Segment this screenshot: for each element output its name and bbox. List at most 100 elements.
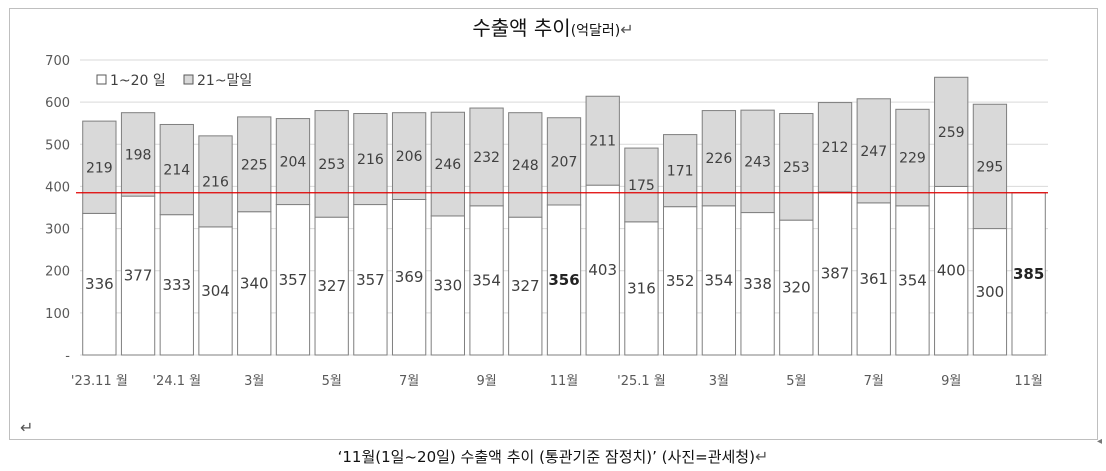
bar-segment-21-end [701,110,737,207]
bar-segment-21-end [740,109,775,214]
bar-segment-21-end [120,112,156,197]
bar-segment-21-end [314,110,349,218]
data-label: 207 [551,154,578,170]
data-label: 377 [124,267,153,285]
x-tick-label: '25.1 월 [617,374,666,389]
data-label: 259 [938,125,965,141]
bar-segment-1-20 [120,195,156,356]
bar-segment-21-end [198,135,233,228]
paragraph-mark-icon: ↵ [620,20,634,39]
bar-segment-1-20 [740,212,775,356]
data-label: 316 [627,279,656,297]
data-label: 219 [86,160,113,176]
data-label: 340 [240,274,269,292]
bar-segment-1-20 [1011,192,1046,356]
data-label: 246 [434,157,461,173]
data-label: 214 [163,163,190,179]
y-tick-label: 400 [45,180,70,195]
bar-segment-1-20 [701,205,737,356]
data-label: 253 [783,160,810,176]
data-label: 320 [782,279,811,297]
bar-segment-1-20 [82,212,117,356]
bar-segment-1-20 [353,204,388,356]
data-label: 356 [548,271,579,289]
data-label: 354 [898,271,927,289]
bar-segment-1-20 [508,216,543,356]
bar-segment-21-end [391,112,427,200]
data-label: 327 [511,277,540,295]
data-label: 300 [976,283,1005,301]
data-label: 354 [472,271,501,289]
x-tick-label: 7월 [864,374,884,389]
data-label: 403 [588,261,617,279]
bar-segment-1-20 [779,219,814,356]
y-tick-label: 700 [45,54,70,69]
bar-segment-21-end [972,103,1008,230]
bar-segment-21-end [934,76,969,187]
bar-segment-21-end [663,134,698,208]
bar-segment-21-end [856,98,891,204]
data-label: 352 [666,272,695,290]
x-tick-label: 9월 [476,374,496,389]
x-tick-label: '24.1 월 [152,374,201,389]
data-label: 216 [357,152,384,168]
bar-segment-21-end [469,107,504,207]
data-label: 206 [396,149,423,165]
x-tick-label: 11월 [550,374,579,389]
bar-segment-21-end [159,123,194,216]
data-label: 385 [1013,265,1044,283]
bar-segment-21-end [895,108,930,207]
x-tick-label: 11월 [1014,374,1043,389]
x-tick-label: 9월 [941,374,961,389]
data-label: 336 [85,275,114,293]
x-tick-label: 5월 [322,374,342,389]
caption: ‘11월(1일~20일) 수출액 추이 (통관기준 잠정치)’ (사진=관세청)… [0,446,1106,467]
data-label: 216 [202,174,229,190]
data-label: 327 [317,277,346,295]
chart-title: 수출액 추이(억달러)↵ [0,12,1106,41]
data-label: 175 [628,178,655,194]
data-label: 354 [705,271,734,289]
data-label: 400 [937,262,966,280]
bar-segment-1-20 [546,204,582,356]
data-label: 248 [512,158,539,174]
x-tick-label: 3월 [244,374,264,389]
x-tick-label: 3월 [709,374,729,389]
data-label: 369 [395,268,424,286]
y-tick-label: 500 [45,138,70,153]
y-tick-label: 300 [45,223,70,238]
bar-segment-1-20 [469,205,504,356]
legend-swatch-21-end [183,74,194,85]
data-label: 357 [279,271,308,289]
bar-segment-1-20 [237,211,272,356]
bar-segment-21-end [817,102,853,193]
data-label: 338 [743,275,772,293]
data-label: 247 [860,144,887,160]
data-label: 198 [125,147,152,163]
bar-segment-1-20 [624,221,659,356]
legend-label-21-end: 21~말일 [197,73,252,89]
data-label: 357 [356,271,385,289]
x-tick-label: 7월 [399,374,419,389]
y-tick-label: - [65,349,70,364]
bar-segment-1-20 [198,226,233,356]
data-label: 211 [589,134,616,150]
bar-segment-21-end [779,113,814,221]
bar-segment-21-end [546,117,582,206]
data-label: 361 [859,270,888,288]
data-label: 225 [241,157,268,173]
legend-label-1-20: 1~20 일 [110,73,166,89]
data-label: 304 [201,282,230,300]
data-label: 387 [821,264,850,282]
bar-segment-21-end [275,118,311,206]
bar-segment-21-end [237,116,272,213]
caption-text: ‘11월(1일~20일) 수출액 추이 (통관기준 잠정치)’ (사진=관세청) [337,448,755,466]
bar-segment-21-end [430,111,465,217]
anchor-mark-icon: ◂ [1096,436,1102,447]
data-label: 333 [162,276,191,294]
bar-segment-1-20 [159,214,194,356]
title-text: 수출액 추이 [472,16,571,40]
bar-segment-1-20 [972,228,1008,356]
data-label: 253 [318,157,345,173]
